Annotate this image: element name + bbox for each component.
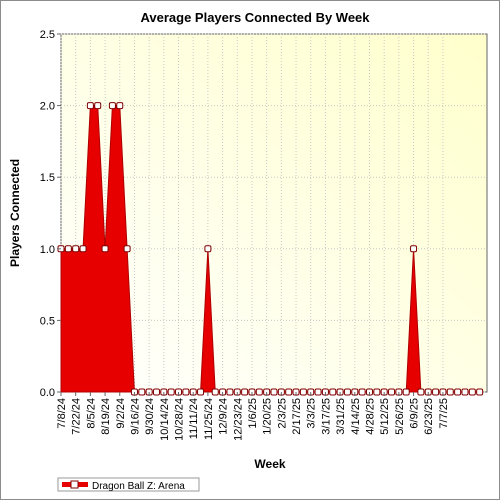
x-tick-label: 7/7/25 xyxy=(438,398,450,429)
x-tick-label: 10/28/24 xyxy=(174,398,186,441)
data-point xyxy=(329,388,337,396)
data-point xyxy=(402,388,410,396)
legend-marker xyxy=(70,480,79,489)
y-tick-label: 1.5 xyxy=(40,172,55,184)
data-point xyxy=(108,102,116,110)
x-tick-label: 6/23/25 xyxy=(423,398,435,435)
data-point xyxy=(138,388,146,396)
x-tick-label: 7/22/24 xyxy=(71,398,83,435)
data-point xyxy=(476,388,484,396)
data-point xyxy=(152,388,160,396)
legend-label: Dragon Ball Z: Arena xyxy=(92,481,185,492)
data-point xyxy=(101,245,109,253)
x-tick-label: 3/17/25 xyxy=(320,398,332,435)
legend-box xyxy=(57,477,200,492)
data-point xyxy=(255,388,263,396)
data-point xyxy=(79,245,87,253)
data-point xyxy=(461,388,469,396)
data-point xyxy=(182,388,190,396)
data-point xyxy=(388,388,396,396)
x-tick-label: 11/25/24 xyxy=(203,398,215,440)
x-tick-label: 8/19/24 xyxy=(100,398,112,435)
series-area xyxy=(60,105,480,393)
y-axis-ticks: 0.0 0.5 1.0 1.5 2.0 2.5 xyxy=(40,29,61,399)
data-point xyxy=(72,245,80,253)
data-point xyxy=(226,388,234,396)
x-tick-label: 12/9/24 xyxy=(218,398,230,435)
x-tick-label: 11/11/24 xyxy=(188,398,200,439)
data-point xyxy=(432,388,440,396)
x-tick-label: 12/23/24 xyxy=(232,398,244,441)
data-point xyxy=(270,388,278,396)
x-tick-label: 6/9/25 xyxy=(409,398,421,429)
x-tick-label: 2/3/25 xyxy=(276,398,288,429)
x-tick-label: 9/2/24 xyxy=(115,398,127,429)
data-point xyxy=(417,388,425,396)
data-point xyxy=(64,245,72,253)
x-tick-label: 7/8/24 xyxy=(56,398,68,429)
y-axis-label: Players Connected xyxy=(8,159,22,267)
y-tick-label: 2.5 xyxy=(40,29,55,41)
data-point xyxy=(241,388,249,396)
data-point xyxy=(211,388,219,396)
data-point xyxy=(314,388,322,396)
x-tick-label: 9/16/24 xyxy=(129,398,141,435)
x-tick-label: 4/28/25 xyxy=(364,398,376,435)
data-point xyxy=(197,388,205,396)
data-point xyxy=(285,388,293,396)
y-tick-label: 0.5 xyxy=(40,315,55,327)
x-tick-label: 8/5/24 xyxy=(85,398,97,429)
x-axis-ticks: 7/8/24 7/22/24 8/5/24 8/19/24 9/2/24 9/16/24 9… xyxy=(56,392,450,441)
x-tick-label: 1/20/25 xyxy=(262,398,274,435)
data-point xyxy=(299,388,307,396)
x-tick-label: 3/3/25 xyxy=(306,398,318,429)
legend: Dragon Ball Z: Arena xyxy=(57,477,200,492)
data-point xyxy=(167,388,175,396)
y-tick-label: 1.0 xyxy=(40,244,55,256)
data-point xyxy=(123,245,131,253)
y-tick-label: 0.0 xyxy=(40,387,55,399)
x-tick-label: 3/31/25 xyxy=(335,398,347,435)
data-point xyxy=(410,245,418,253)
x-tick-label: 5/26/25 xyxy=(394,398,406,435)
x-tick-label: 10/14/24 xyxy=(159,398,171,441)
data-point xyxy=(343,388,351,396)
x-tick-label: 4/14/25 xyxy=(350,398,362,435)
data-point xyxy=(86,102,94,110)
data-point xyxy=(373,388,381,396)
data-point xyxy=(358,388,366,396)
x-axis-label: Week xyxy=(254,457,285,471)
x-tick-label: 9/30/24 xyxy=(144,398,156,435)
chart-title: Average Players Connected By Week xyxy=(140,10,370,25)
data-point xyxy=(116,102,124,110)
series-markers xyxy=(57,102,484,396)
data-point xyxy=(204,245,212,253)
data-point xyxy=(446,388,454,396)
x-tick-label: 1/6/25 xyxy=(247,398,259,429)
y-tick-label: 2.0 xyxy=(40,101,55,113)
data-point xyxy=(454,388,462,396)
x-tick-label: 5/12/25 xyxy=(379,398,391,435)
data-point xyxy=(94,102,102,110)
data-point xyxy=(468,388,476,396)
area-fill xyxy=(60,105,480,393)
x-tick-label: 2/17/25 xyxy=(291,398,303,435)
